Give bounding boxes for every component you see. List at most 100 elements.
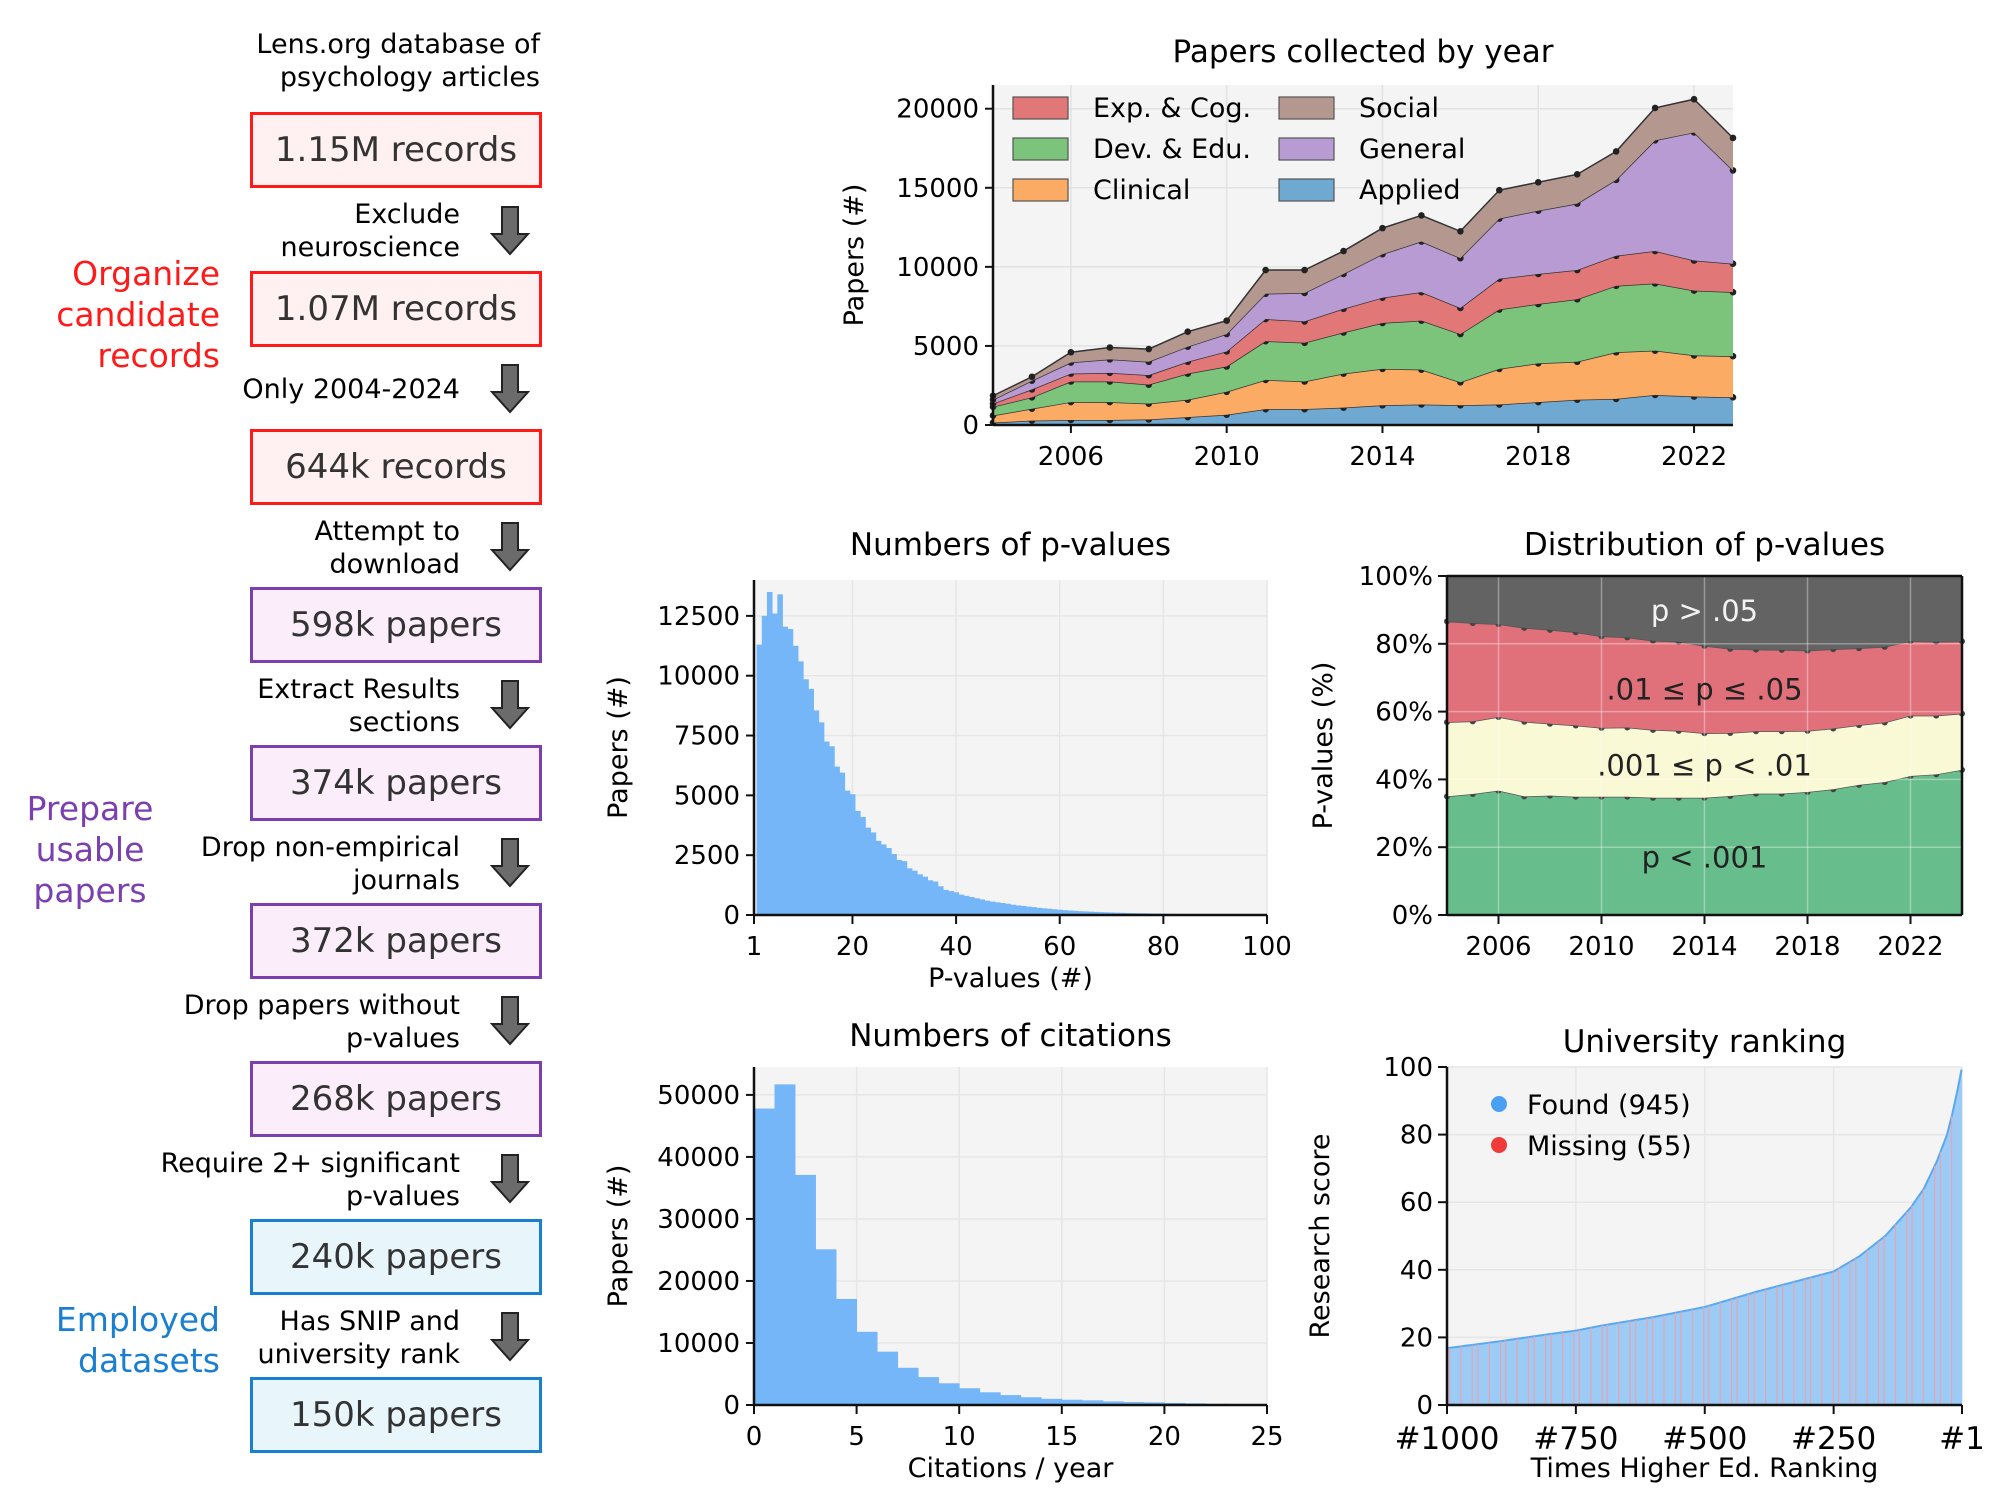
histogram-bar — [795, 1174, 816, 1405]
step-label-line: Has SNIP and — [279, 1306, 460, 1337]
y-axis-label: Papers (#) — [603, 676, 634, 819]
down-arrow-icon — [490, 680, 530, 730]
group-label-line: candidate — [56, 295, 220, 334]
chart-title: University ranking — [1563, 1024, 1847, 1060]
histogram-bar — [922, 876, 928, 915]
x-tick-label: 0 — [746, 1422, 763, 1452]
histogram-bar — [1020, 1397, 1042, 1405]
flow-box-label: 644k records — [285, 447, 507, 487]
flow-box-label: 598k papers — [289, 605, 502, 645]
data-point — [1223, 317, 1230, 324]
histogram-bar — [1088, 911, 1094, 915]
y-tick-label: 2500 — [674, 841, 740, 871]
histogram-bar — [1082, 1400, 1104, 1405]
histogram-bar — [963, 895, 970, 915]
histogram-bar — [989, 901, 996, 915]
histogram-bar — [1093, 911, 1099, 915]
step-label-line: Require 2+ significant — [160, 1148, 460, 1179]
area-band — [1447, 713, 1962, 798]
x-tick-label: 2022 — [1661, 442, 1727, 472]
step-label-line: Extract Results — [257, 674, 460, 705]
y-tick-label: 30000 — [657, 1205, 740, 1235]
data-point — [1573, 171, 1581, 178]
x-tick-label: 2022 — [1877, 932, 1943, 962]
flow-box-9: 150k papers — [250, 1377, 542, 1453]
y-axis-label: P-values (%) — [1308, 662, 1339, 830]
group-label-line: usable — [35, 830, 145, 869]
x-tick-label: #1 — [1939, 1421, 1985, 1457]
histogram-bar — [937, 886, 944, 915]
histogram-bar — [777, 594, 783, 915]
group-label-line: papers — [33, 871, 147, 910]
score-curve — [1446, 1069, 1963, 1350]
flow-box-label: 372k papers — [289, 921, 502, 961]
chart-papers-by-year: Papers collected by year 0 5000 10000 15000 2… — [839, 34, 1737, 472]
group-label-line: datasets — [78, 1341, 220, 1380]
data-point — [1690, 95, 1698, 103]
legend-swatch — [1278, 137, 1335, 161]
histogram-bar — [984, 900, 991, 915]
chart-university-ranking: University ranking 0 20 40 60 80 100 #1000 #750 #… — [1305, 1024, 1985, 1484]
histogram-bar — [1031, 907, 1037, 915]
step-label-line: Drop non-empirical — [200, 832, 460, 863]
histogram-bar — [834, 766, 840, 915]
x-tick-label: #750 — [1533, 1421, 1618, 1457]
histogram-bar — [798, 661, 804, 915]
y-tick-label: 80 — [1400, 1121, 1433, 1151]
histogram-bar — [896, 859, 903, 915]
histogram-bar — [754, 1108, 775, 1405]
histogram-bar — [1067, 910, 1074, 915]
legend-label: Missing (55) — [1527, 1131, 1692, 1162]
flow-box-7: 268k papers — [250, 1061, 542, 1137]
y-tick-label: 20% — [1375, 833, 1433, 863]
flow-box-2: 1.07M records — [250, 271, 542, 347]
band-label: .01 ≤ p ≤ .05 — [1606, 673, 1802, 707]
data-point — [1145, 345, 1153, 353]
area-applied — [993, 394, 1733, 425]
y-tick-label: 60% — [1375, 698, 1433, 728]
y-tick-label: 40000 — [657, 1143, 740, 1173]
histogram-bar — [943, 889, 949, 915]
down-arrow-icon — [490, 522, 530, 572]
y-tick-label: 0 — [962, 411, 979, 441]
flow-box-1: 1.15M records — [250, 112, 542, 188]
histogram-bar — [906, 868, 913, 915]
area-band — [1447, 576, 1962, 651]
histogram-bar — [782, 626, 789, 915]
down-arrow-icon — [490, 206, 530, 256]
histogram-bar — [1083, 911, 1089, 915]
band-label: .001 ≤ p < .01 — [1597, 749, 1812, 783]
histogram-bar — [808, 688, 814, 915]
histogram-bar — [766, 591, 773, 915]
histogram-bar — [886, 848, 892, 915]
chart-title: Numbers of citations — [849, 1018, 1172, 1054]
histogram-bar — [813, 710, 820, 915]
histogram-bar — [927, 880, 934, 915]
flow-box-label: 150k papers — [289, 1395, 502, 1435]
histogram-bar — [979, 899, 985, 915]
histogram-bar — [1108, 912, 1115, 915]
histogram-bar — [772, 613, 778, 915]
y-tick-label: 20000 — [896, 95, 979, 125]
chart-pvalue-distribution: Distribution of p-values 0% 20% 40% 60% 80% 10… — [1308, 527, 1965, 962]
y-tick-label: 0 — [1416, 1391, 1433, 1421]
step-label-line: Drop papers without — [183, 990, 460, 1021]
data-point — [1262, 266, 1269, 274]
legend-swatch — [1278, 178, 1335, 202]
histogram-bar — [932, 881, 939, 915]
histogram-bar — [1143, 1402, 1165, 1405]
histogram-bar — [1098, 912, 1105, 915]
data-point — [1301, 266, 1308, 274]
down-arrow-icon — [490, 364, 530, 414]
histogram-bar — [865, 827, 871, 915]
y-axis-label: Research score — [1305, 1134, 1336, 1339]
data-point — [1418, 212, 1425, 219]
y-tick-label: 5000 — [913, 332, 979, 362]
y-tick-label: 20 — [1400, 1323, 1433, 1353]
histogram-bar — [839, 772, 846, 915]
data-point — [1729, 134, 1737, 142]
histogram-bar — [974, 898, 980, 915]
histogram-bar — [1062, 910, 1068, 915]
y-tick-label: 10000 — [657, 662, 740, 692]
